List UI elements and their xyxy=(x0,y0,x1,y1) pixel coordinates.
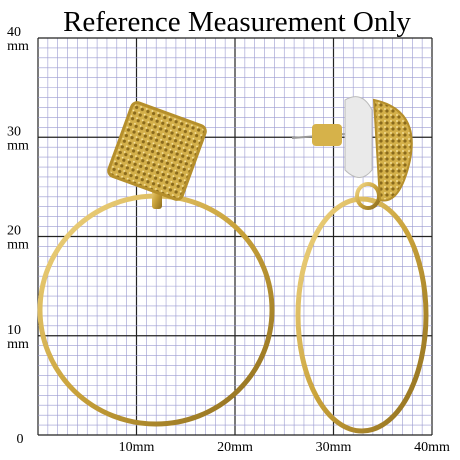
diamond-top xyxy=(107,101,207,201)
side-hoop xyxy=(295,196,429,434)
title: Reference Measurement Only xyxy=(63,6,411,38)
x-label: 40mm xyxy=(414,440,450,455)
y-label-unit: mm xyxy=(7,39,29,54)
y-label-number: 20 xyxy=(7,224,21,239)
y-label-number: 30 xyxy=(7,124,21,139)
earring-front xyxy=(37,101,275,427)
earring-side xyxy=(291,96,429,434)
y-label-number: 10 xyxy=(7,323,21,338)
x-label: 30mm xyxy=(316,440,352,455)
y-label-unit: mm xyxy=(7,138,29,153)
x-label: 20mm xyxy=(217,440,253,455)
backing-clutch xyxy=(344,96,373,178)
x-label: 10mm xyxy=(119,440,155,455)
backing-gold xyxy=(312,124,342,146)
y-label-number: 0 xyxy=(17,432,24,447)
stud-dome xyxy=(372,98,413,202)
y-label-unit: mm xyxy=(7,238,29,253)
grid xyxy=(37,37,433,436)
y-label-number: 40 xyxy=(7,25,21,40)
y-label-unit: mm xyxy=(7,337,29,352)
